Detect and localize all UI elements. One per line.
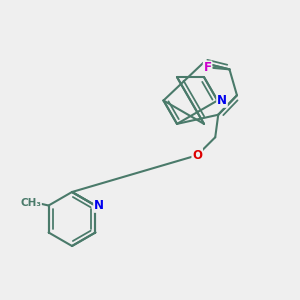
Text: N: N [94,199,104,212]
Text: CH₃: CH₃ [20,197,41,208]
Text: O: O [192,149,202,162]
Text: N: N [217,94,227,107]
Text: F: F [204,61,212,74]
